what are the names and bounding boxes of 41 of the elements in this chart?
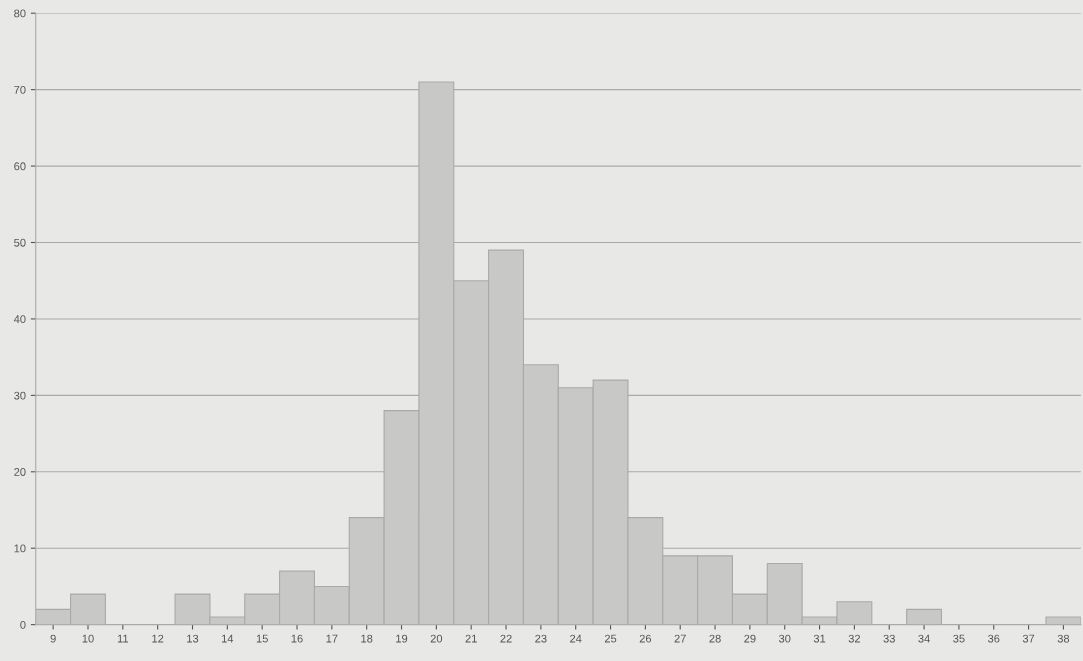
x-tick-label: 26 [639,634,652,643]
x-tick-label: 32 [848,634,861,643]
y-tick-label: 70 [14,85,26,94]
y-tick-label: 50 [14,238,26,247]
x-tick-label: 24 [570,634,582,643]
x-tick-label: 18 [361,634,373,643]
x-tick-label: 33 [883,634,895,643]
x-tick-label: 23 [535,634,547,643]
y-tick-label: 60 [14,162,26,171]
x-tick-label: 19 [396,634,408,643]
x-tick-label: 35 [953,634,965,643]
x-tick-label: 25 [604,634,617,643]
y-tick-label: 30 [14,391,26,400]
x-tick-label: 28 [709,634,721,643]
y-tick-label: 40 [13,315,26,324]
y-tick-label: 0 [20,620,26,629]
x-tick-label: 10 [82,634,94,643]
x-tick-label: 34 [918,634,930,643]
x-tick-label: 30 [778,634,791,643]
x-tick-label: 27 [674,634,686,643]
x-tick-label: 37 [1022,634,1035,643]
y-tick-label: 20 [14,468,26,476]
bar [906,608,943,625]
bar [1045,616,1081,625]
x-tick-label: 11 [117,634,129,643]
x-tick-label: 22 [500,634,512,643]
x-tick-label: 17 [326,634,338,643]
x-tick-label: 15 [256,634,268,643]
x-tick-label: 16 [291,634,303,643]
x-tick-label: 14 [222,634,234,643]
y-tick-label: 10 [14,544,26,553]
x-tick-label: 38 [1057,634,1070,643]
x-tick-label: 20 [430,634,443,643]
x-tick-label: 36 [987,634,1000,643]
x-tick-label: 13 [187,634,199,643]
x-tick-label: 31 [813,634,826,643]
y-tick-label: 80 [14,9,26,18]
x-tick-label: 12 [152,634,164,643]
x-tick-label: 21 [465,634,477,643]
x-tick-label: 29 [744,634,756,643]
x-tick-label: 9 [50,634,56,643]
